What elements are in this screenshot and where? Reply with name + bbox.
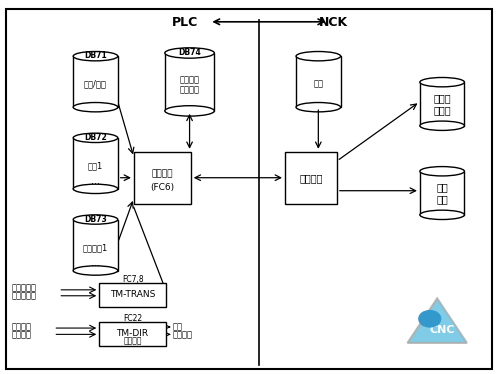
Text: 设定位置: 设定位置 — [11, 322, 31, 331]
Text: NCK: NCK — [319, 16, 348, 29]
Text: DB72: DB72 — [84, 133, 107, 142]
Text: PLC: PLC — [171, 16, 198, 29]
FancyBboxPatch shape — [165, 53, 214, 111]
Text: ...: ... — [91, 95, 100, 105]
Ellipse shape — [73, 52, 118, 61]
FancyBboxPatch shape — [73, 56, 118, 107]
Ellipse shape — [73, 102, 118, 112]
Text: DB74: DB74 — [178, 48, 201, 57]
Text: CNC: CNC — [429, 325, 455, 335]
Ellipse shape — [73, 266, 118, 275]
Text: 方向: 方向 — [172, 322, 182, 331]
Ellipse shape — [296, 102, 341, 112]
Text: DB73: DB73 — [84, 215, 107, 224]
Circle shape — [419, 311, 441, 327]
Text: 移动距离: 移动距离 — [172, 330, 192, 339]
Ellipse shape — [420, 121, 465, 131]
Text: FC22: FC22 — [123, 314, 142, 323]
Text: 刀库
数据: 刀库 数据 — [436, 182, 448, 204]
Text: DB71: DB71 — [84, 51, 107, 60]
FancyBboxPatch shape — [99, 283, 166, 307]
Text: 方向选择: 方向选择 — [124, 337, 142, 346]
Text: FC7,8: FC7,8 — [122, 275, 143, 284]
Ellipse shape — [296, 52, 341, 61]
Ellipse shape — [420, 166, 465, 176]
Ellipse shape — [73, 133, 118, 142]
FancyBboxPatch shape — [420, 171, 465, 215]
Text: ...: ... — [91, 176, 100, 186]
Text: (FC6): (FC6) — [150, 183, 174, 191]
Ellipse shape — [165, 48, 214, 58]
Text: 循环刀库1: 循环刀库1 — [83, 243, 108, 252]
FancyBboxPatch shape — [296, 56, 341, 107]
Text: TM-DIR: TM-DIR — [117, 329, 149, 338]
FancyBboxPatch shape — [285, 152, 337, 204]
Text: 主轴1: 主轴1 — [88, 162, 103, 171]
Text: 刀具管理: 刀具管理 — [299, 173, 323, 183]
Text: 参数分配
缓冲区等: 参数分配 缓冲区等 — [180, 75, 200, 95]
Polygon shape — [407, 298, 467, 343]
FancyBboxPatch shape — [99, 322, 166, 346]
Text: 实际位置: 实际位置 — [11, 330, 31, 339]
Text: 装刀/卸刀: 装刀/卸刀 — [84, 80, 107, 89]
Ellipse shape — [165, 106, 214, 116]
Text: 刀具偏
置数据: 刀具偏 置数据 — [433, 93, 451, 115]
Ellipse shape — [73, 184, 118, 193]
FancyBboxPatch shape — [73, 220, 118, 270]
Text: TM-TRANS: TM-TRANS — [110, 290, 155, 299]
FancyBboxPatch shape — [420, 82, 465, 126]
Text: 参数: 参数 — [313, 80, 323, 89]
Text: 基本程序: 基本程序 — [151, 169, 173, 178]
Ellipse shape — [73, 215, 118, 224]
Text: ...: ... — [91, 258, 100, 268]
FancyBboxPatch shape — [73, 138, 118, 189]
Ellipse shape — [420, 77, 465, 87]
Text: 原刀具位置: 原刀具位置 — [11, 283, 36, 292]
FancyBboxPatch shape — [134, 152, 191, 204]
Text: 新刀具位置: 新刀具位置 — [11, 291, 36, 300]
FancyBboxPatch shape — [6, 9, 492, 369]
Ellipse shape — [420, 210, 465, 220]
